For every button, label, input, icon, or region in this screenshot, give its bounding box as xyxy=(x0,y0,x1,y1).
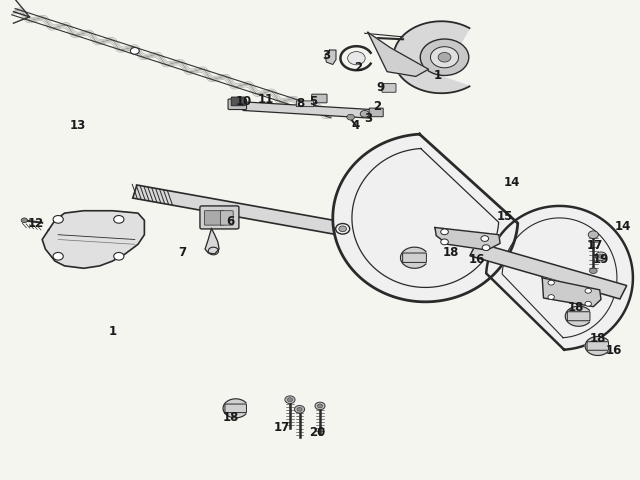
Text: 4: 4 xyxy=(351,119,359,132)
Text: 7: 7 xyxy=(179,245,187,258)
Polygon shape xyxy=(223,399,246,418)
Text: 1: 1 xyxy=(434,68,442,82)
Circle shape xyxy=(360,111,369,118)
Text: 6: 6 xyxy=(227,215,235,228)
Circle shape xyxy=(589,268,597,274)
FancyBboxPatch shape xyxy=(587,342,609,350)
FancyBboxPatch shape xyxy=(369,109,383,118)
Circle shape xyxy=(315,402,325,410)
FancyBboxPatch shape xyxy=(567,312,590,321)
Text: 3: 3 xyxy=(364,111,372,124)
FancyBboxPatch shape xyxy=(220,211,233,226)
Circle shape xyxy=(548,295,554,300)
Text: 12: 12 xyxy=(28,217,44,230)
Text: 18: 18 xyxy=(223,410,239,423)
Circle shape xyxy=(114,253,124,261)
Circle shape xyxy=(431,48,459,69)
Text: 2: 2 xyxy=(355,61,362,74)
Text: 13: 13 xyxy=(69,119,86,132)
FancyBboxPatch shape xyxy=(231,98,245,107)
Text: 10: 10 xyxy=(236,95,252,108)
Circle shape xyxy=(298,103,303,107)
Circle shape xyxy=(482,245,490,251)
FancyBboxPatch shape xyxy=(296,102,314,108)
Circle shape xyxy=(420,40,468,76)
Text: 2: 2 xyxy=(373,99,381,112)
Polygon shape xyxy=(325,51,336,65)
Text: 8: 8 xyxy=(297,97,305,110)
Circle shape xyxy=(285,396,295,404)
Circle shape xyxy=(348,52,365,66)
Polygon shape xyxy=(401,248,426,269)
Polygon shape xyxy=(132,186,632,287)
Circle shape xyxy=(317,404,323,408)
Circle shape xyxy=(598,255,604,259)
Circle shape xyxy=(114,216,124,224)
Polygon shape xyxy=(42,211,145,269)
Polygon shape xyxy=(486,206,633,350)
Circle shape xyxy=(595,252,607,261)
Text: 19: 19 xyxy=(593,252,609,265)
Text: 1: 1 xyxy=(108,324,116,337)
Text: 20: 20 xyxy=(308,425,325,438)
Text: 9: 9 xyxy=(376,80,385,93)
FancyBboxPatch shape xyxy=(312,95,327,104)
Circle shape xyxy=(585,302,591,307)
Circle shape xyxy=(294,406,305,413)
Circle shape xyxy=(548,281,554,286)
Circle shape xyxy=(53,216,63,224)
Circle shape xyxy=(53,253,63,261)
Text: 15: 15 xyxy=(497,210,513,223)
FancyBboxPatch shape xyxy=(228,100,246,110)
Text: 5: 5 xyxy=(310,95,317,108)
Circle shape xyxy=(21,218,28,223)
Circle shape xyxy=(131,48,140,55)
Circle shape xyxy=(441,240,449,245)
Text: 14: 14 xyxy=(615,219,632,232)
Text: 18: 18 xyxy=(567,300,584,313)
Text: 14: 14 xyxy=(504,176,520,189)
Polygon shape xyxy=(368,33,429,77)
Text: 16: 16 xyxy=(468,252,484,265)
Polygon shape xyxy=(585,337,608,356)
Polygon shape xyxy=(542,278,601,307)
Polygon shape xyxy=(435,228,500,251)
Text: 18: 18 xyxy=(443,245,459,258)
Text: 11: 11 xyxy=(257,92,274,105)
Circle shape xyxy=(588,231,598,239)
Circle shape xyxy=(438,53,451,63)
Polygon shape xyxy=(243,103,372,119)
Text: 18: 18 xyxy=(589,332,606,345)
Polygon shape xyxy=(333,135,518,302)
FancyBboxPatch shape xyxy=(382,84,396,93)
Circle shape xyxy=(347,115,355,121)
Circle shape xyxy=(287,398,292,402)
Text: 3: 3 xyxy=(323,49,330,62)
Polygon shape xyxy=(205,229,219,254)
FancyBboxPatch shape xyxy=(200,206,239,229)
Circle shape xyxy=(585,289,591,294)
Circle shape xyxy=(481,236,488,242)
Polygon shape xyxy=(470,243,627,300)
Text: 17: 17 xyxy=(586,238,603,251)
Text: 16: 16 xyxy=(605,344,622,357)
FancyBboxPatch shape xyxy=(403,253,426,263)
Circle shape xyxy=(297,408,302,411)
FancyBboxPatch shape xyxy=(204,211,223,226)
Circle shape xyxy=(339,227,346,232)
Polygon shape xyxy=(565,307,589,326)
Polygon shape xyxy=(394,22,470,94)
Circle shape xyxy=(441,229,449,235)
Text: 17: 17 xyxy=(273,420,290,433)
FancyBboxPatch shape xyxy=(225,404,246,413)
